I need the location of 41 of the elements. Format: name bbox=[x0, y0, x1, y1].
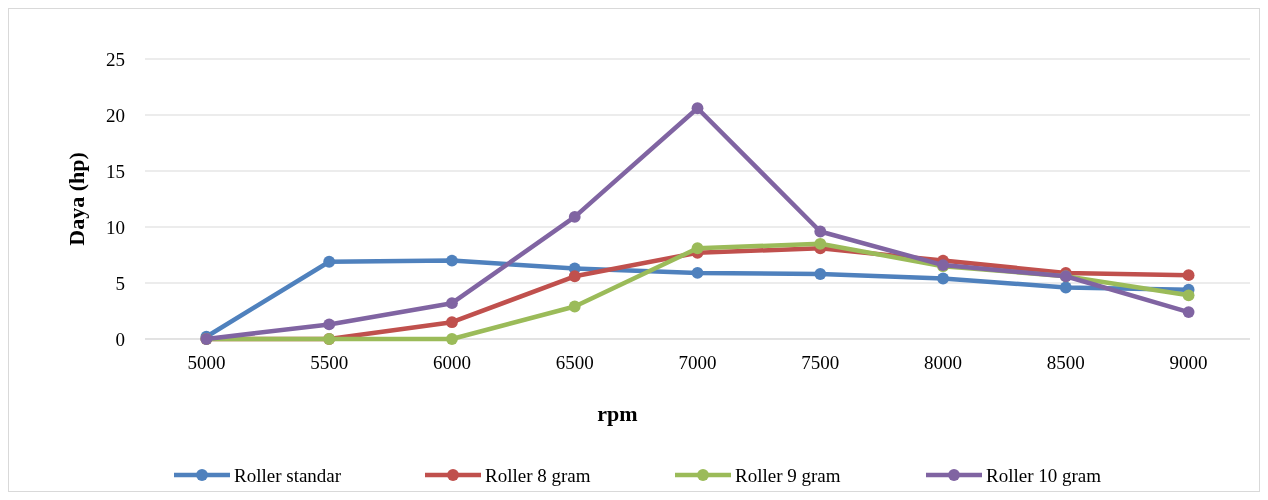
legend-label: Roller 10 gram bbox=[986, 464, 1102, 486]
x-tick-label: 5000 bbox=[187, 352, 226, 373]
y-axis-title: Daya (hp) bbox=[64, 152, 89, 246]
point bbox=[814, 225, 827, 238]
point bbox=[446, 254, 458, 267]
point bbox=[446, 316, 458, 329]
y-tick-label: 20 bbox=[106, 104, 125, 126]
y-tick-label: 25 bbox=[106, 48, 125, 70]
x-tick-label: 8000 bbox=[924, 352, 963, 373]
point bbox=[691, 242, 704, 255]
point bbox=[691, 102, 704, 115]
x-tick-label: 6500 bbox=[555, 352, 594, 373]
point bbox=[568, 211, 581, 223]
x-tick-label: 5500 bbox=[310, 352, 349, 373]
x-tick-label: 8500 bbox=[1046, 352, 1085, 373]
point bbox=[568, 300, 581, 313]
y-tick-label: 15 bbox=[106, 160, 125, 182]
y-tick-label: 5 bbox=[115, 272, 125, 294]
point bbox=[1059, 281, 1072, 294]
point bbox=[691, 267, 704, 279]
point bbox=[446, 297, 458, 310]
x-tick-label: 7500 bbox=[801, 352, 840, 373]
point bbox=[1182, 269, 1195, 282]
point bbox=[937, 272, 949, 285]
point bbox=[323, 318, 336, 331]
y-tick-label: 0 bbox=[115, 328, 125, 350]
point bbox=[323, 255, 336, 268]
legend-label: Roller 9 gram bbox=[735, 464, 841, 486]
point bbox=[814, 268, 827, 280]
point bbox=[814, 237, 827, 250]
x-tick-label: 7000 bbox=[678, 352, 717, 373]
x-tick-label: 6000 bbox=[432, 352, 471, 373]
x-axis-title: rpm bbox=[597, 401, 638, 426]
legend-label: Roller 8 gram bbox=[485, 464, 591, 486]
x-tick-label: 9000 bbox=[1169, 352, 1208, 373]
point bbox=[1182, 289, 1195, 302]
y-tick-label: 10 bbox=[106, 216, 125, 238]
point bbox=[446, 333, 458, 345]
legend-label: Roller standar bbox=[234, 464, 342, 486]
point bbox=[1182, 306, 1195, 319]
point bbox=[568, 270, 581, 283]
